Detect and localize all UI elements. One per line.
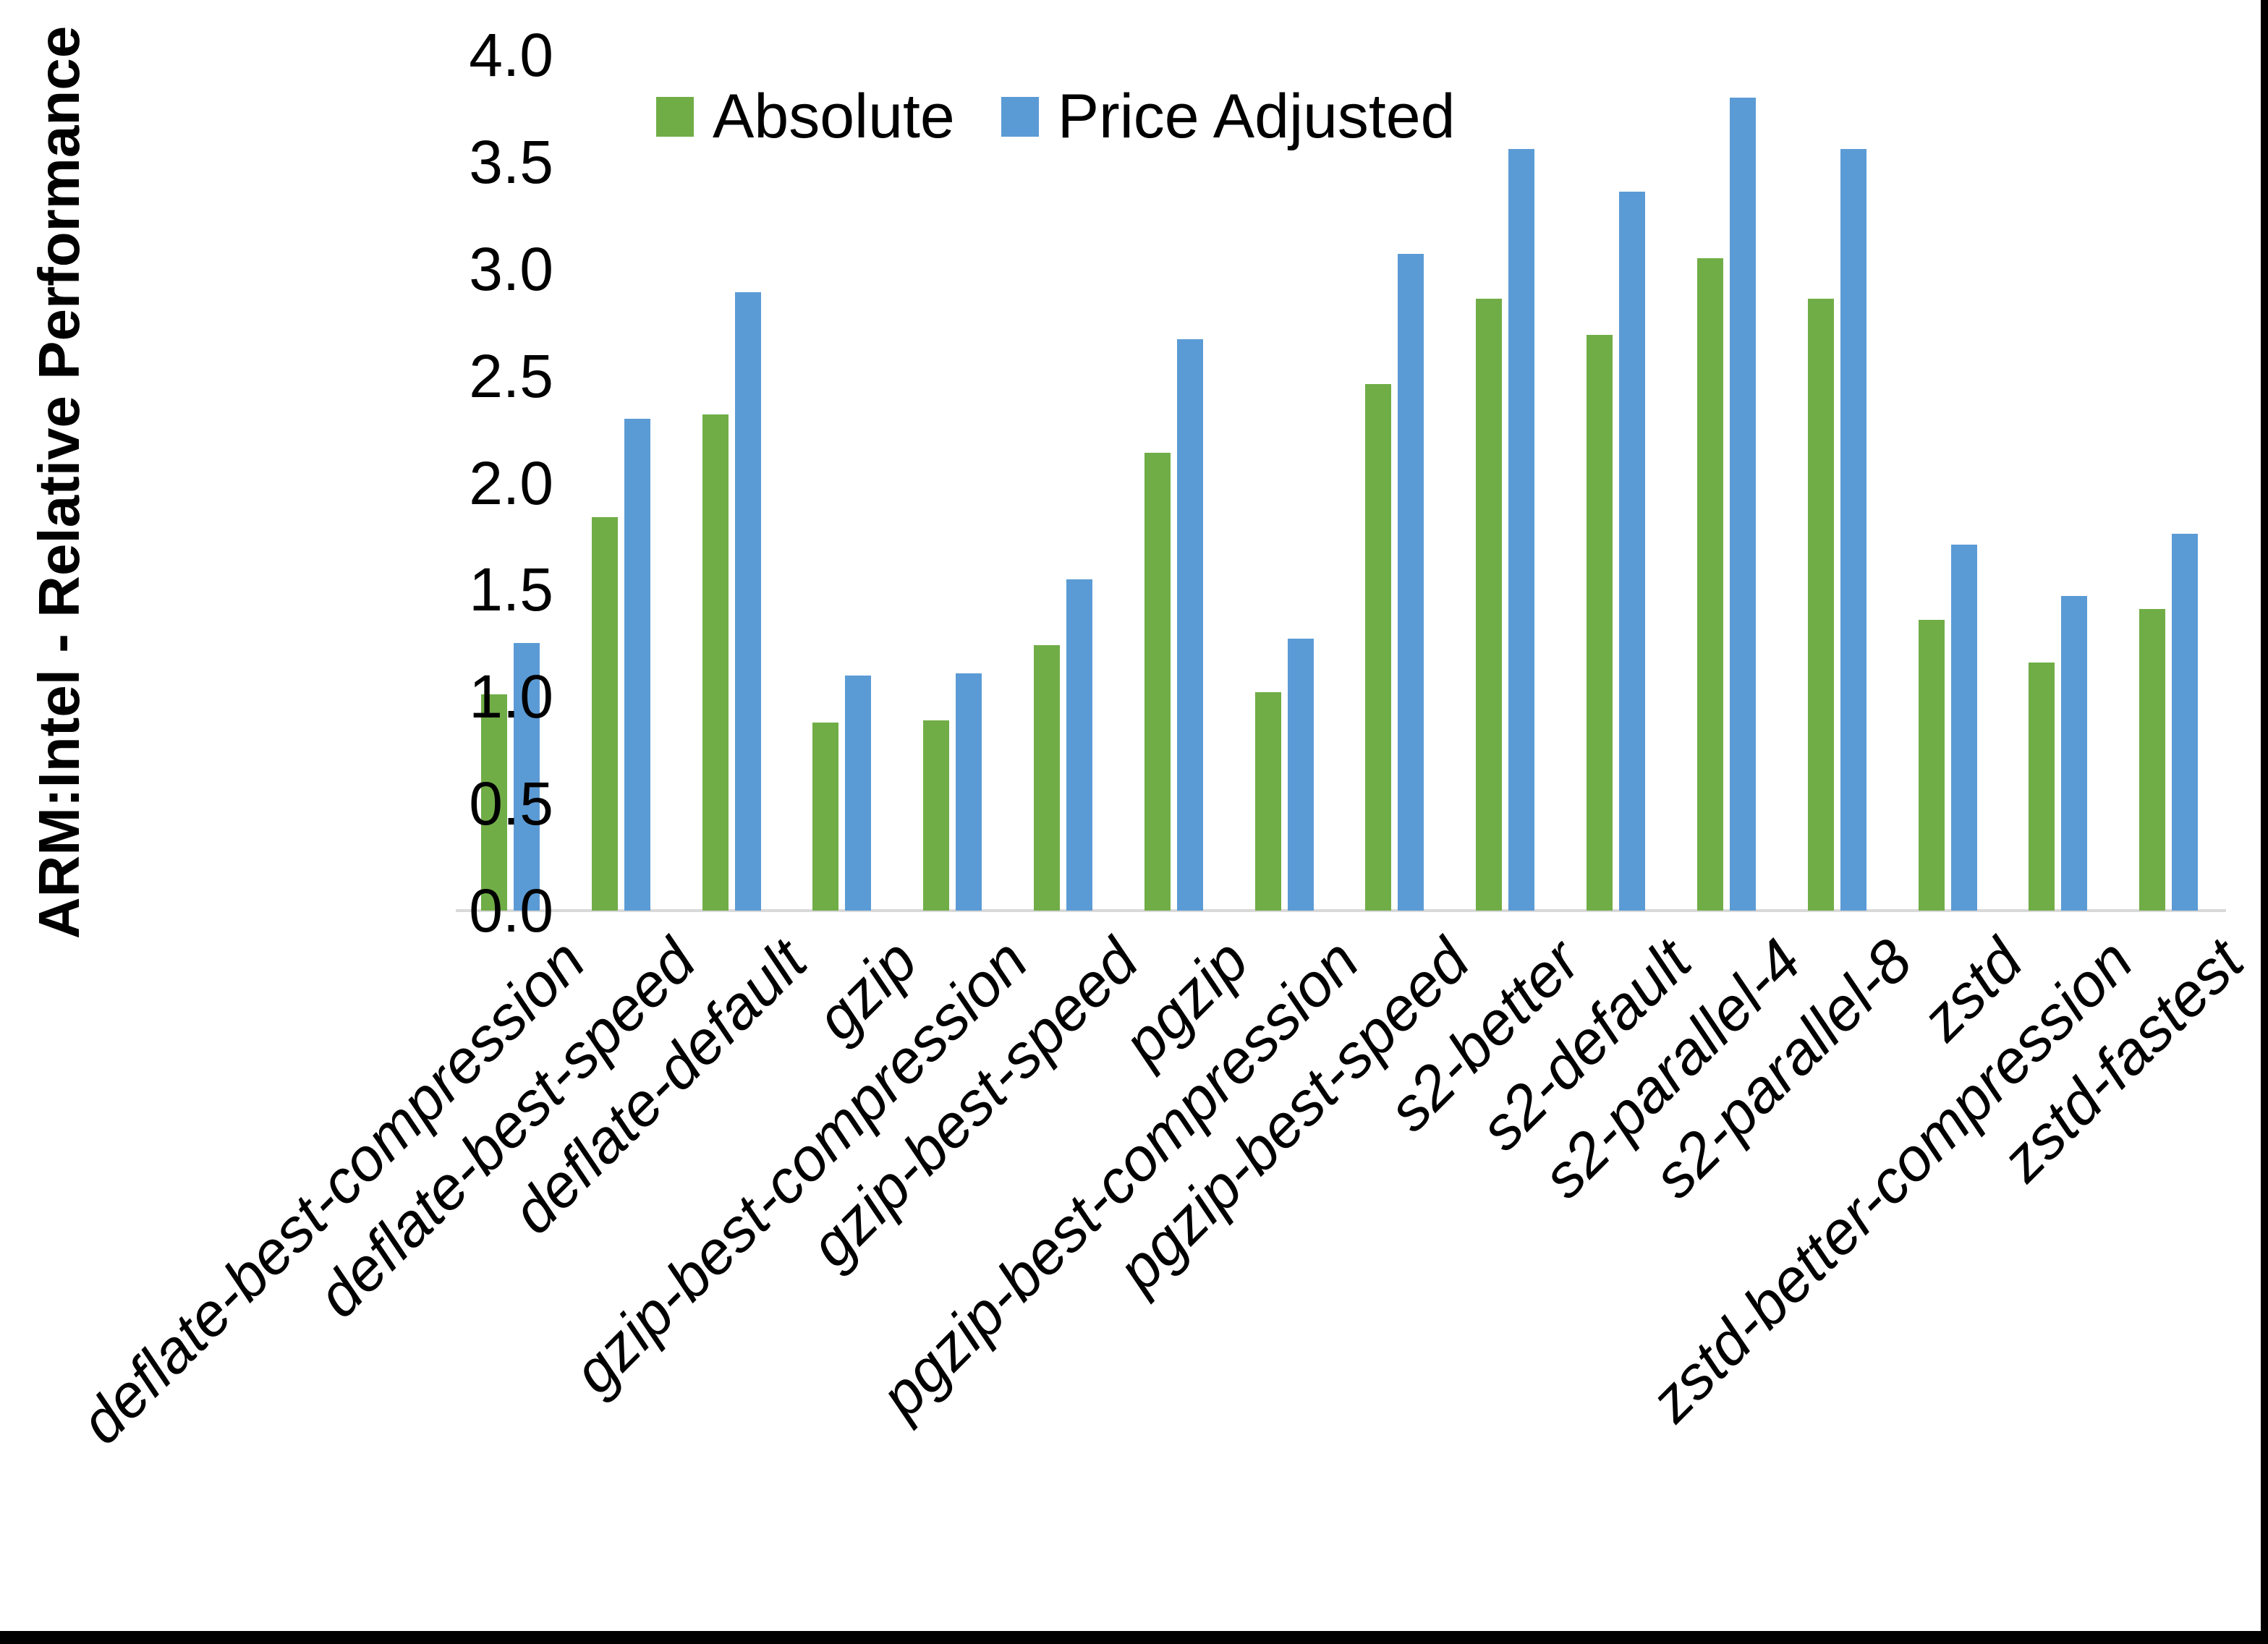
bar-absolute <box>2139 608 2166 911</box>
bar-price-adjusted <box>1508 149 1535 911</box>
bar-price-adjusted <box>1840 149 1866 911</box>
legend-item: Price Adjusted <box>1001 82 1456 151</box>
y-tick-label: 3.5 <box>469 127 553 196</box>
bar-absolute <box>1034 645 1061 911</box>
bar-absolute <box>812 722 839 911</box>
bar-absolute <box>1587 335 1613 911</box>
bar-price-adjusted <box>1950 545 1977 911</box>
screenshot-bottom-border <box>0 1631 2268 1644</box>
legend-swatch-icon <box>656 96 694 137</box>
bar-absolute <box>1476 299 1503 911</box>
x-axis-line <box>456 909 2226 912</box>
bar-absolute <box>1918 619 1945 911</box>
y-tick-label: 0.5 <box>469 770 553 838</box>
screenshot-right-border <box>2261 0 2268 1644</box>
y-tick-label: 0.0 <box>469 877 553 945</box>
y-tick-label: 1.0 <box>469 663 553 731</box>
legend-label: Absolute <box>713 82 955 151</box>
bar-absolute <box>702 414 729 911</box>
legend-label: Price Adjusted <box>1057 82 1456 151</box>
bar-price-adjusted <box>1398 254 1424 911</box>
bar-absolute <box>1696 257 1723 911</box>
bar-price-adjusted <box>2172 534 2199 911</box>
y-tick-label: 1.5 <box>469 555 553 624</box>
bar-price-adjusted <box>2061 596 2088 911</box>
bar-absolute <box>1254 692 1281 911</box>
legend-swatch-icon <box>1001 96 1039 137</box>
bar-price-adjusted <box>1729 98 1756 911</box>
legend-item: Absolute <box>656 85 955 148</box>
legend: Absolute Price Adjusted <box>656 85 1455 148</box>
y-tick-label: 3.0 <box>469 234 553 303</box>
bar-absolute <box>2029 662 2055 911</box>
bar-absolute <box>1144 453 1171 911</box>
bar-absolute <box>591 516 618 911</box>
bar-price-adjusted <box>1619 192 1646 911</box>
bar-absolute <box>1807 299 1834 911</box>
bar-price-adjusted <box>1176 339 1203 911</box>
bar-price-adjusted <box>514 643 540 911</box>
bar-absolute <box>1365 384 1392 911</box>
bar-absolute <box>481 694 507 911</box>
bar-price-adjusted <box>956 673 982 911</box>
bar-price-adjusted <box>1066 579 1093 911</box>
y-tick-label: 2.5 <box>469 341 553 410</box>
y-tick-label: 2.0 <box>469 448 553 517</box>
bar-price-adjusted <box>734 292 761 911</box>
bar-price-adjusted <box>1287 639 1314 911</box>
y-tick-label: 4.0 <box>469 21 553 89</box>
bar-absolute <box>923 720 950 911</box>
bar-price-adjusted <box>845 675 872 911</box>
bar-price-adjusted <box>624 418 650 911</box>
